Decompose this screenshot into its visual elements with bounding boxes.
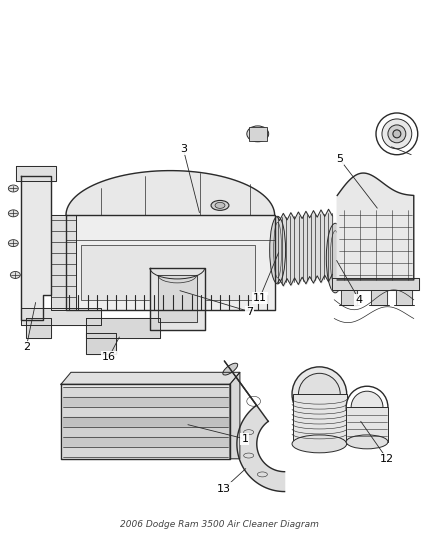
Text: 3: 3 — [180, 144, 187, 154]
Polygon shape — [63, 397, 228, 406]
Text: 12: 12 — [380, 454, 394, 464]
Polygon shape — [63, 447, 228, 456]
Polygon shape — [66, 171, 275, 215]
Ellipse shape — [292, 367, 347, 422]
Polygon shape — [63, 407, 228, 416]
Bar — [81, 245, 255, 300]
Polygon shape — [86, 318, 160, 337]
Polygon shape — [150, 268, 205, 329]
Ellipse shape — [8, 185, 18, 192]
Ellipse shape — [251, 129, 265, 139]
Ellipse shape — [8, 240, 18, 247]
Ellipse shape — [292, 435, 347, 453]
Polygon shape — [63, 427, 228, 436]
Text: 2: 2 — [23, 343, 30, 352]
Polygon shape — [341, 290, 357, 305]
Polygon shape — [21, 175, 51, 320]
Ellipse shape — [11, 271, 20, 278]
Polygon shape — [26, 318, 51, 337]
Polygon shape — [230, 373, 240, 459]
Text: 2006 Dodge Ram 3500 Air Cleaner Diagram: 2006 Dodge Ram 3500 Air Cleaner Diagram — [120, 520, 318, 529]
Polygon shape — [332, 278, 419, 290]
Bar — [249, 127, 267, 141]
Text: 7: 7 — [246, 306, 253, 317]
Polygon shape — [337, 173, 414, 280]
Ellipse shape — [388, 125, 406, 143]
Ellipse shape — [298, 373, 340, 415]
Bar — [293, 394, 347, 444]
Ellipse shape — [376, 113, 418, 155]
Polygon shape — [396, 290, 412, 305]
Ellipse shape — [346, 386, 388, 428]
Polygon shape — [51, 215, 76, 310]
Text: 16: 16 — [102, 352, 116, 362]
Ellipse shape — [247, 126, 268, 142]
Polygon shape — [224, 361, 268, 422]
Ellipse shape — [326, 223, 344, 293]
Ellipse shape — [215, 203, 225, 208]
Polygon shape — [63, 437, 228, 446]
Text: 13: 13 — [217, 483, 231, 494]
Polygon shape — [16, 166, 56, 181]
Ellipse shape — [223, 363, 238, 375]
Text: 11: 11 — [253, 293, 267, 303]
Polygon shape — [63, 417, 228, 426]
Polygon shape — [237, 405, 285, 491]
Polygon shape — [21, 308, 101, 325]
Ellipse shape — [211, 200, 229, 211]
Ellipse shape — [346, 435, 388, 449]
Bar — [346, 407, 388, 442]
Polygon shape — [66, 215, 275, 310]
Polygon shape — [371, 290, 387, 305]
Text: 5: 5 — [336, 154, 343, 164]
Ellipse shape — [270, 216, 286, 284]
Polygon shape — [61, 384, 230, 459]
Polygon shape — [159, 275, 197, 321]
Polygon shape — [63, 387, 228, 396]
Ellipse shape — [8, 210, 18, 217]
Text: 4: 4 — [356, 295, 363, 305]
Text: 1: 1 — [241, 434, 248, 444]
Polygon shape — [61, 373, 240, 384]
Ellipse shape — [351, 391, 383, 423]
Polygon shape — [86, 333, 116, 354]
Ellipse shape — [393, 130, 401, 138]
Ellipse shape — [382, 119, 412, 149]
